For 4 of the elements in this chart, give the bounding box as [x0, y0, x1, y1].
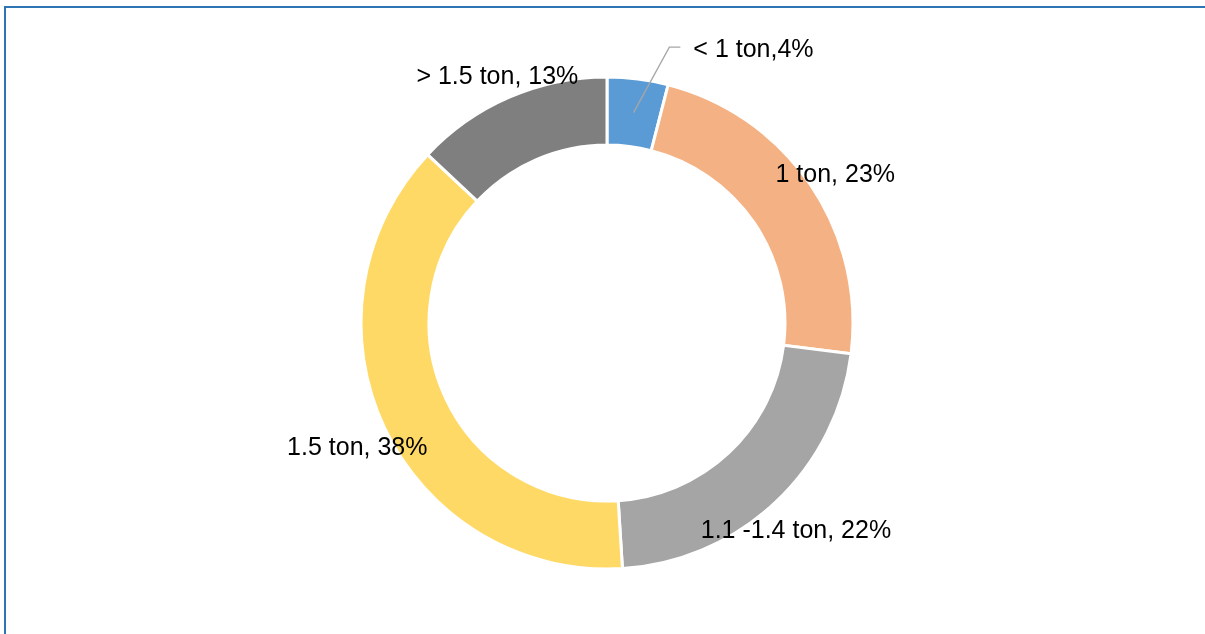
- slice-label: 1.1 -1.4 ton, 22%: [700, 515, 892, 544]
- slice-label: > 1.5 ton, 13%: [416, 60, 579, 89]
- slice-label: < 1 ton,4%: [693, 34, 814, 63]
- slice-label: 1 ton, 23%: [775, 158, 896, 187]
